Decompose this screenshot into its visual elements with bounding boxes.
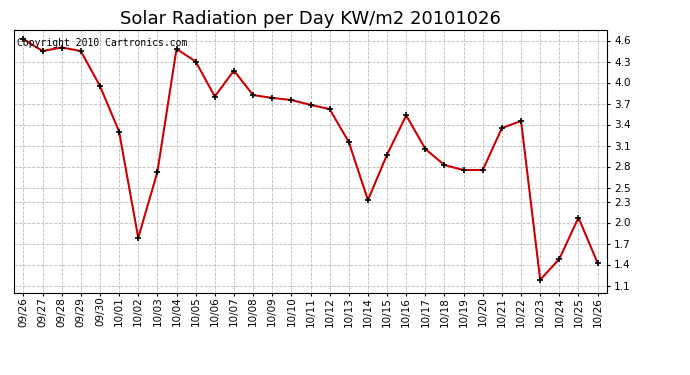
Text: Copyright 2010 Cartronics.com: Copyright 2010 Cartronics.com bbox=[17, 38, 187, 48]
Title: Solar Radiation per Day KW/m2 20101026: Solar Radiation per Day KW/m2 20101026 bbox=[120, 10, 501, 28]
